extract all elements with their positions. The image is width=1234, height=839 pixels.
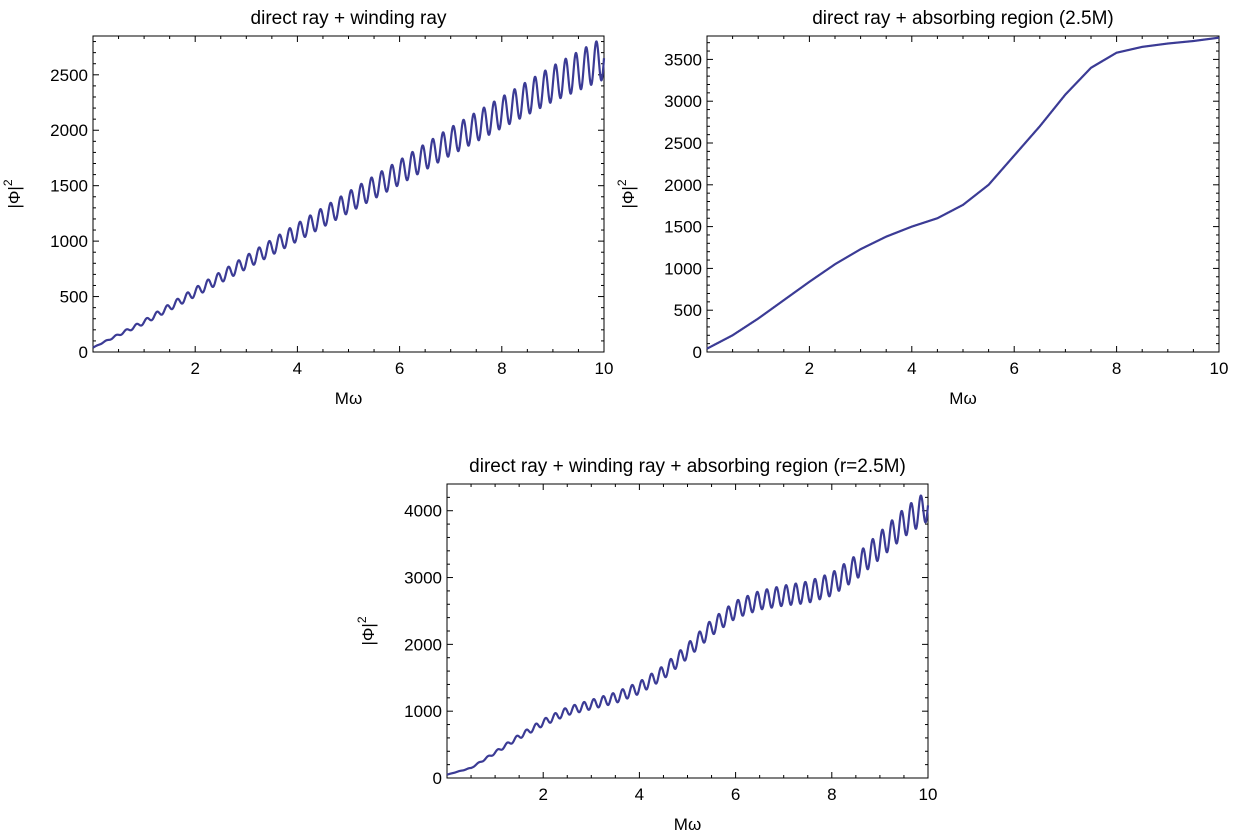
y-tick-label: 3000 bbox=[664, 92, 702, 111]
chart-title: direct ray + winding ray bbox=[251, 8, 447, 29]
chart-panel-3: direct ray + winding ray + absorbing reg… bbox=[355, 456, 937, 834]
chart-panel-2: direct ray + absorbing region (2.5M) 2 4 6 8… bbox=[615, 8, 1228, 408]
chart-title: direct ray + absorbing region (2.5M) bbox=[812, 8, 1114, 29]
plot-frame bbox=[706, 35, 1220, 353]
y-tick-label: 500 bbox=[674, 301, 702, 320]
y-tick-label: 1000 bbox=[404, 702, 442, 721]
y-tick-label: 0 bbox=[79, 343, 88, 362]
y-tick-label: 0 bbox=[693, 343, 702, 362]
x-tick-label: 8 bbox=[827, 785, 836, 804]
y-axis-label: |Φ|2 bbox=[615, 179, 638, 208]
plot-frame bbox=[446, 483, 929, 779]
y-axis-label-base: |Φ| bbox=[359, 623, 378, 645]
chart-title: direct ray + winding ray + absorbing reg… bbox=[469, 456, 906, 477]
y-tick-label: 2500 bbox=[664, 134, 702, 153]
x-tick-label: 8 bbox=[1112, 359, 1121, 378]
x-tick-label: 4 bbox=[635, 785, 644, 804]
y-tick-label: 1000 bbox=[664, 259, 702, 278]
y-axis-label-base: |Φ| bbox=[619, 186, 638, 208]
x-axis-label: Mω bbox=[674, 815, 701, 834]
x-tick-label: 10 bbox=[595, 359, 614, 378]
x-tick-label: 6 bbox=[395, 359, 404, 378]
x-axis-label: Mω bbox=[949, 389, 976, 408]
x-tick-label: 6 bbox=[731, 785, 740, 804]
plot-frame bbox=[92, 35, 605, 353]
x-tick-label: 8 bbox=[497, 359, 506, 378]
y-tick-label: 1500 bbox=[50, 177, 88, 196]
y-tick-label: 4000 bbox=[404, 502, 442, 521]
chart-panel-1: direct ray + winding ray 2 4 6 8 10 0 500 1000 15… bbox=[1, 8, 613, 408]
data-series-line-1 bbox=[92, 40, 606, 349]
x-tick-label: 2 bbox=[190, 359, 199, 378]
y-axis-label-superscript: 2 bbox=[355, 616, 369, 623]
data-series-line-1 bbox=[706, 36, 1220, 350]
x-tick-label: 6 bbox=[1009, 359, 1018, 378]
y-tick-label: 500 bbox=[60, 288, 88, 307]
y-axis-label-superscript: 2 bbox=[1, 179, 15, 186]
y-tick-label: 2000 bbox=[404, 635, 442, 654]
y-tick-label: 0 bbox=[433, 769, 442, 788]
x-tick-label: 2 bbox=[805, 359, 814, 378]
x-tick-label: 10 bbox=[1210, 359, 1229, 378]
y-tick-label: 1000 bbox=[50, 232, 88, 251]
y-tick-label: 2500 bbox=[50, 66, 88, 85]
y-tick-label: 2000 bbox=[664, 176, 702, 195]
y-tick-label: 3500 bbox=[664, 50, 702, 69]
y-tick-label: 2000 bbox=[50, 121, 88, 140]
y-axis-label-superscript: 2 bbox=[615, 179, 629, 186]
x-tick-label: 4 bbox=[907, 359, 916, 378]
y-axis-label-base: |Φ| bbox=[5, 186, 24, 208]
y-axis-label: |Φ|2 bbox=[355, 616, 378, 645]
data-series-line-1 bbox=[446, 494, 930, 776]
y-axis-label: |Φ|2 bbox=[1, 179, 24, 208]
x-axis-label: Mω bbox=[335, 389, 362, 408]
x-tick-label: 2 bbox=[538, 785, 547, 804]
y-tick-label: 3000 bbox=[404, 569, 442, 588]
x-tick-label: 4 bbox=[293, 359, 302, 378]
x-tick-label: 10 bbox=[919, 785, 938, 804]
y-tick-label: 1500 bbox=[664, 218, 702, 237]
